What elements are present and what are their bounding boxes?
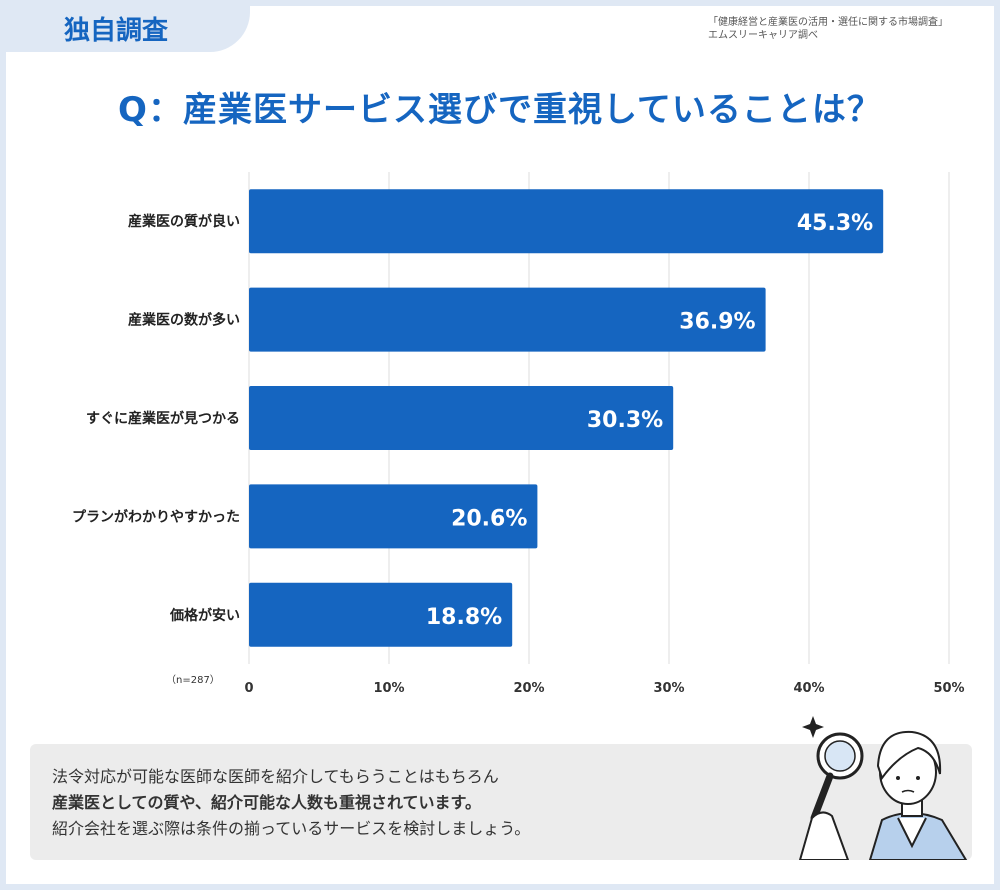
source-line-1: 「健康経営と産業医の活用・選任に関する市場調査」 bbox=[708, 17, 948, 28]
x-tick-label: 40% bbox=[793, 681, 824, 696]
x-tick-label: 20% bbox=[513, 681, 544, 696]
data-label: 20.6% bbox=[451, 506, 527, 531]
badge-label: 独自調査 bbox=[64, 16, 169, 46]
sample-size: （n=287） bbox=[166, 675, 220, 686]
question-title: Q：産業医サービス選びで重視していることは？ bbox=[118, 90, 882, 130]
x-tick-label: 30% bbox=[653, 681, 684, 696]
bar bbox=[249, 189, 884, 254]
category-label: すぐに産業医が見つかる bbox=[86, 410, 240, 427]
x-tick-label: 0 bbox=[244, 681, 253, 696]
category-label: 価格が安い bbox=[169, 607, 240, 624]
source-note: 「健康経営と産業医の活用・選任に関する市場調査」 エムスリーキャリア調べ bbox=[708, 16, 948, 42]
data-label: 36.9% bbox=[679, 310, 755, 335]
comment-line-3: 紹介会社を選ぶ際は条件の揃っているサービスを検討しましょう。 bbox=[52, 819, 531, 838]
data-label: 45.3% bbox=[797, 211, 873, 236]
comment-line-2: 産業医としての質や、紹介可能な人数も重視されています。 bbox=[52, 793, 481, 812]
category-label: プランがわかりやすかった bbox=[72, 508, 240, 525]
comment-line-1: 法令対応が可能な医師な医師を紹介してもらうことはもちろん bbox=[52, 767, 499, 786]
bar-chart: 0 10% 20% 30% 40% 50% 産業医の質が良い 45.3% 産業医の数が多い 36.… bbox=[72, 172, 965, 696]
x-tick-label: 50% bbox=[933, 681, 964, 696]
data-label: 30.3% bbox=[587, 408, 663, 433]
person-with-magnifying-glass-icon bbox=[798, 716, 968, 860]
x-tick-label: 10% bbox=[373, 681, 404, 696]
bar bbox=[249, 287, 766, 352]
bar bbox=[249, 484, 538, 549]
data-label: 18.8% bbox=[426, 605, 502, 630]
bar bbox=[249, 386, 674, 450]
badge: 独自調査 bbox=[0, 0, 250, 52]
bar bbox=[249, 582, 513, 647]
category-label: 産業医の質が良い bbox=[128, 213, 240, 230]
category-label: 産業医の数が多い bbox=[128, 312, 240, 329]
source-line-2: エムスリーキャリア調べ bbox=[708, 30, 818, 41]
